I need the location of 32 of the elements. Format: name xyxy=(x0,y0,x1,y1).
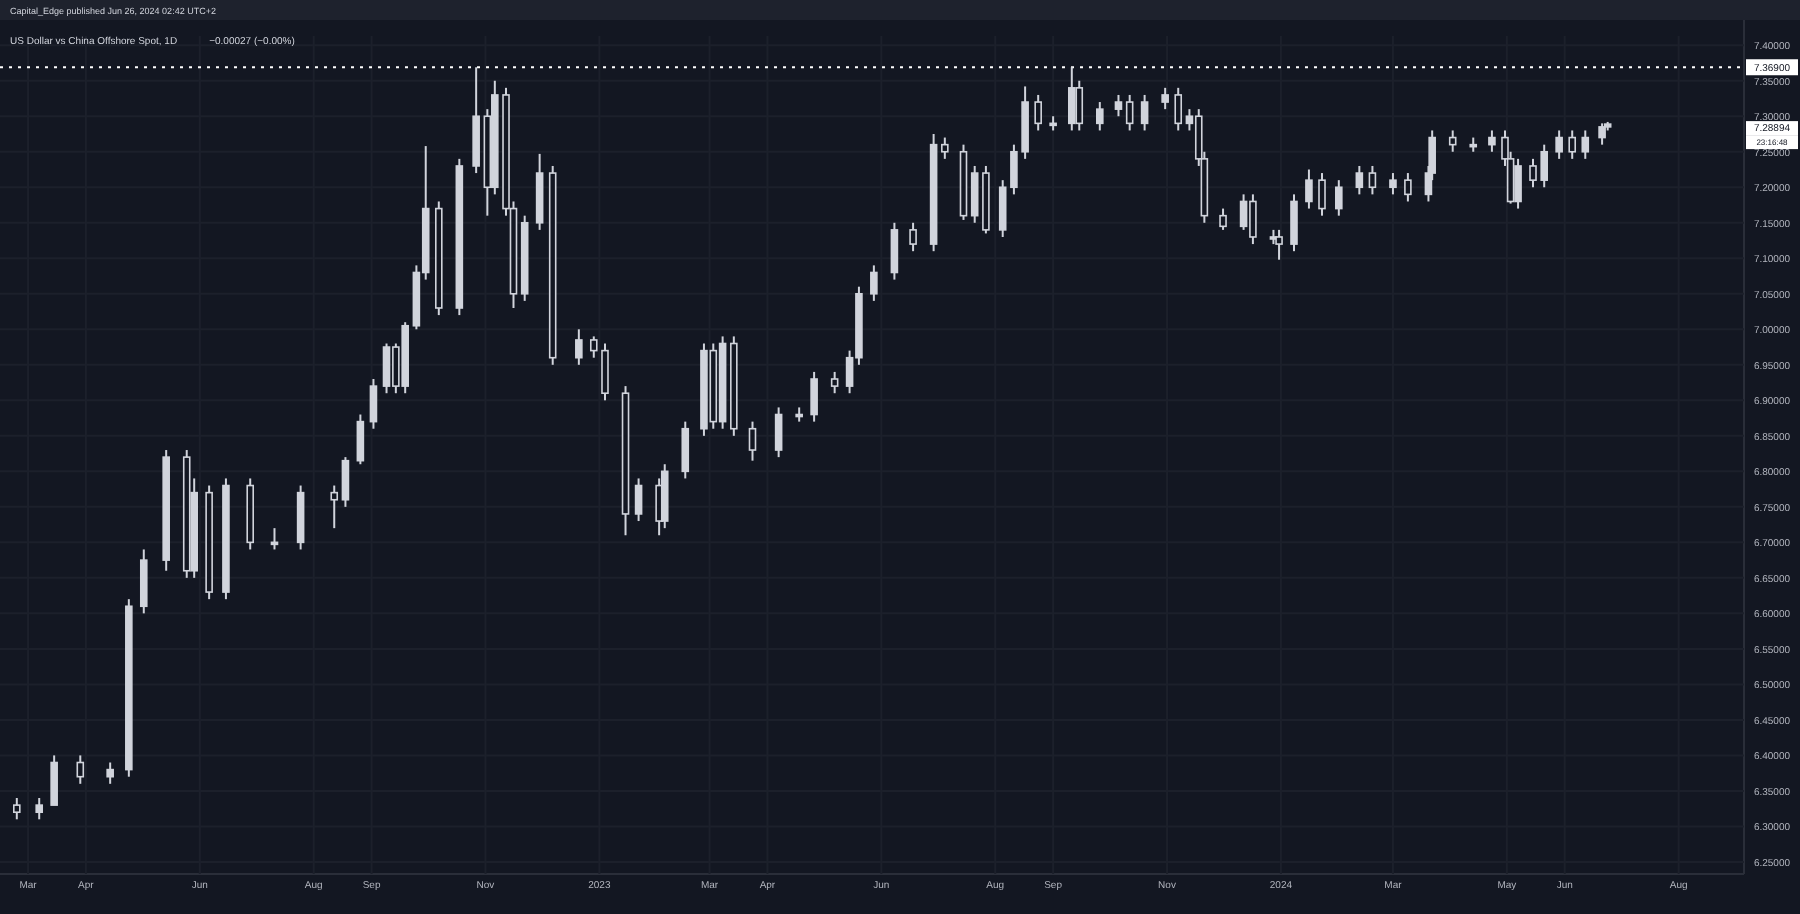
candlestick xyxy=(50,754,58,807)
candlestick xyxy=(106,761,114,785)
candlestick xyxy=(1290,193,1298,253)
candlestick xyxy=(1140,93,1149,132)
candlestick xyxy=(1114,93,1123,118)
candlestick xyxy=(1067,66,1076,132)
candlestick xyxy=(774,406,783,459)
candlestick xyxy=(870,264,878,302)
candlestick xyxy=(810,370,818,423)
candlestick xyxy=(341,456,350,508)
candlestick xyxy=(890,221,899,281)
candlestick xyxy=(830,370,839,395)
candlestick xyxy=(681,420,690,480)
candlestick xyxy=(13,797,21,821)
candlestick xyxy=(1598,122,1606,146)
candlestick xyxy=(970,164,979,224)
candlestick xyxy=(1161,86,1169,111)
candlestick xyxy=(1355,164,1364,196)
candlestick xyxy=(1488,129,1496,153)
candlestick xyxy=(1581,129,1590,160)
candlestick xyxy=(575,328,583,366)
candlestick xyxy=(1555,129,1563,160)
candlestick xyxy=(634,477,643,523)
candlestick xyxy=(1514,157,1522,210)
candlestick xyxy=(1389,172,1397,196)
candlestick xyxy=(1096,101,1104,132)
candlestick xyxy=(356,413,365,466)
candlestick xyxy=(1305,168,1313,210)
candlestick xyxy=(139,548,148,615)
candlestick xyxy=(35,797,44,821)
candlestick xyxy=(1335,179,1343,217)
candlestick xyxy=(369,378,378,430)
